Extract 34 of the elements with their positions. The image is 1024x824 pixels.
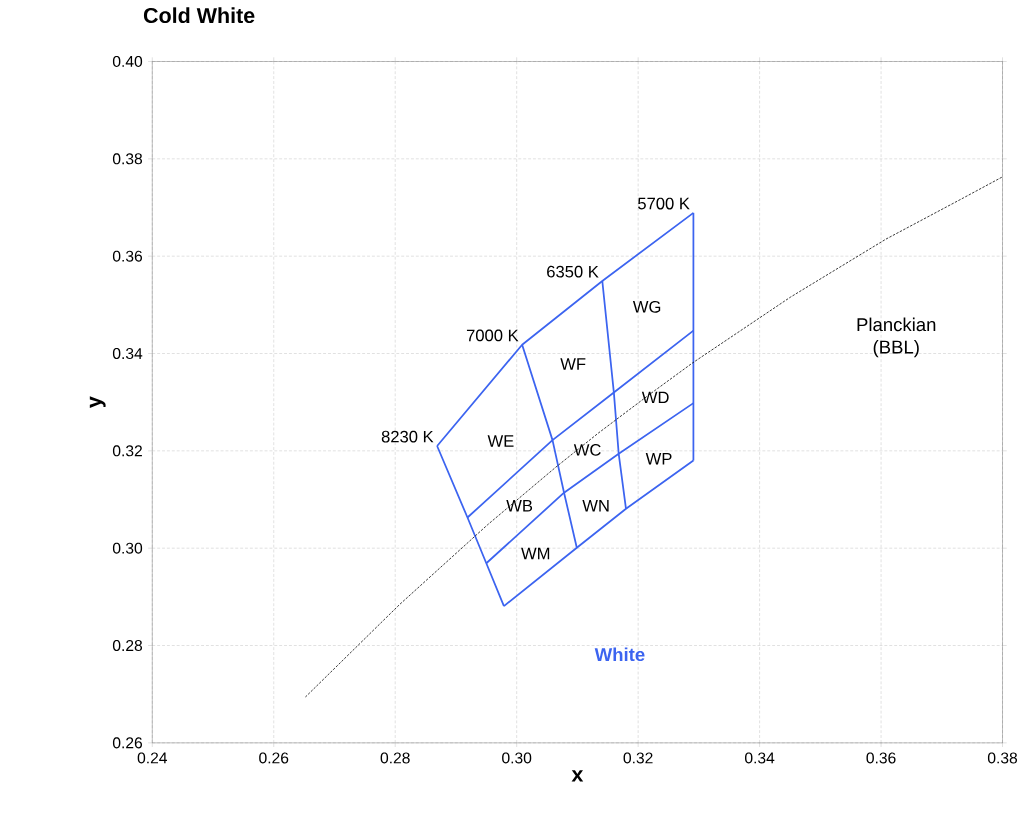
annotation: WD [641,391,669,404]
x-tick-label: 0.36 [866,752,896,764]
y-tick-label: 0.36 [112,250,143,262]
annotation: 6350 K [547,265,599,278]
x-tick-label: 0.30 [502,752,532,764]
y-tick-label: 0.38 [112,153,143,165]
x-tick-label: 0.32 [623,752,653,764]
x-tick-label: 0.38 [987,752,1018,764]
x-tick-label: 0.24 [137,752,168,764]
annotation: WG [632,300,661,313]
y-tick-label: 0.28 [112,640,143,652]
y-tick-label: 0.26 [112,737,143,749]
y-tick-label: 0.30 [112,542,143,554]
annotation: 8230 K [381,430,434,443]
annotation: WC [573,444,601,456]
annotation: WM [521,547,550,560]
x-tick-label: 0.34 [745,752,775,764]
annotation: 5700 K [638,197,690,210]
annotation: WF [560,358,586,370]
y-axis-title: y [89,396,106,409]
annotation: WB [506,500,533,512]
y-tick-label: 0.32 [112,445,142,457]
annotation: WN [582,500,609,512]
y-tick-label: 0.40 [112,56,143,68]
x-tick-label: 0.26 [259,752,289,764]
text: Planckian (BBL) [857,317,936,358]
text: White [594,647,645,662]
annotation: WE [487,435,514,447]
x-axis-title: x [571,770,584,782]
x-tick-label: 0.28 [380,752,410,764]
chart-title: Cold White [143,7,255,24]
annotation: WP [645,453,672,465]
annotation: 7000 K [466,329,519,342]
y-tick-label: 0.34 [112,348,143,360]
